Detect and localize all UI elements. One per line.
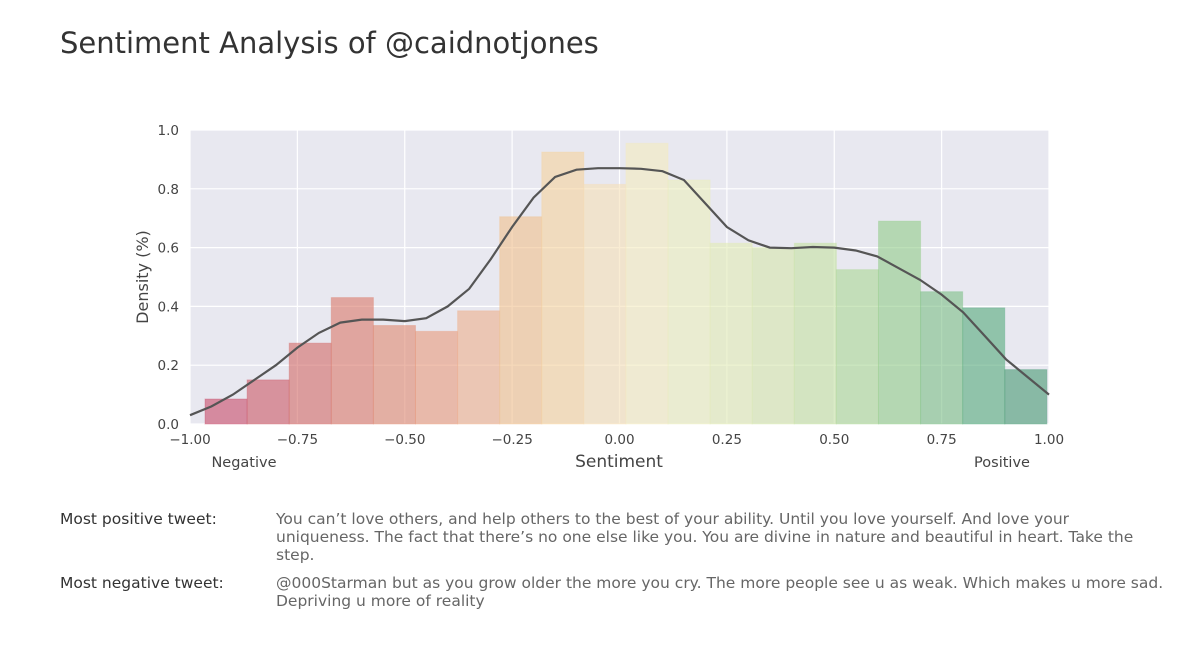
y-tick-label: 0.6: [158, 241, 179, 257]
y-tick-label: 0.2: [158, 358, 179, 374]
histogram-bar: [920, 291, 964, 425]
histogram-bar: [414, 330, 459, 425]
kde-curve: [189, 167, 1050, 417]
x-tick-label: 1.00: [1034, 432, 1064, 448]
histogram-bar: [667, 179, 711, 425]
annotation-negative: Negative: [211, 455, 276, 471]
histogram-bar: [751, 247, 795, 425]
histogram-bar: [1004, 369, 1048, 425]
sentiment-chart: 0.0 0.2 0.4 0.6 0.8 1.0 −1.00 −0.75 −0.50 −0.25 0…: [133, 123, 1064, 472]
x-tick-label: 0.50: [819, 432, 849, 448]
histogram-bar: [541, 151, 585, 425]
most-negative-text: @000Starman but as you grow older the mo…: [276, 574, 1164, 610]
histogram-bar: [793, 242, 837, 425]
histogram-bar: [709, 242, 753, 425]
histogram-bar: [372, 325, 416, 425]
histogram-bar: [625, 142, 669, 425]
x-axis-ticks: −1.00 −0.75 −0.50 −0.25 0.00 0.25 0.50 0.75 1.00: [169, 432, 1064, 448]
x-tick-label: −0.25: [491, 432, 532, 448]
most-negative-label: Most negative tweet:: [60, 574, 224, 592]
x-axis-label: Sentiment: [575, 452, 663, 472]
most-negative-row: Most negative tweet: @000Starman but as …: [60, 574, 1180, 610]
y-tick-label: 1.0: [158, 123, 179, 139]
histogram-bar: [457, 310, 501, 425]
histogram-bar: [499, 216, 543, 425]
y-tick-label: 0.8: [158, 182, 179, 198]
y-axis-ticks: 0.0 0.2 0.4 0.6 0.8 1.0: [158, 123, 179, 433]
histogram-bar: [288, 342, 332, 425]
histogram-bar: [583, 183, 627, 425]
histogram-bar: [877, 220, 922, 425]
most-positive-text: You can’t love others, and help others t…: [276, 510, 1134, 564]
histogram-bar: [835, 269, 879, 425]
x-tick-label: 0.00: [604, 432, 634, 448]
y-axis-label: Density (%): [133, 230, 152, 324]
x-tick-label: −0.75: [277, 432, 318, 448]
x-tick-label: −0.50: [384, 432, 425, 448]
y-tick-label: 0.0: [158, 417, 179, 433]
histogram-bar: [330, 297, 374, 425]
histogram-bar: [246, 379, 290, 425]
histogram-bars: [204, 142, 1048, 425]
y-tick-label: 0.4: [158, 299, 179, 315]
tweet-summary: Most positive tweet: You can’t love othe…: [60, 510, 1180, 620]
x-tick-label: −1.00: [169, 432, 210, 448]
page-title: Sentiment Analysis of @caidnotjones: [60, 26, 599, 60]
most-positive-row: Most positive tweet: You can’t love othe…: [60, 510, 1180, 564]
x-tick-label: 0.25: [712, 432, 742, 448]
annotation-positive: Positive: [974, 455, 1030, 471]
most-positive-label: Most positive tweet:: [60, 510, 217, 528]
histogram-bar: [962, 307, 1006, 425]
x-tick-label: 0.75: [927, 432, 957, 448]
histogram-bar: [204, 398, 248, 425]
